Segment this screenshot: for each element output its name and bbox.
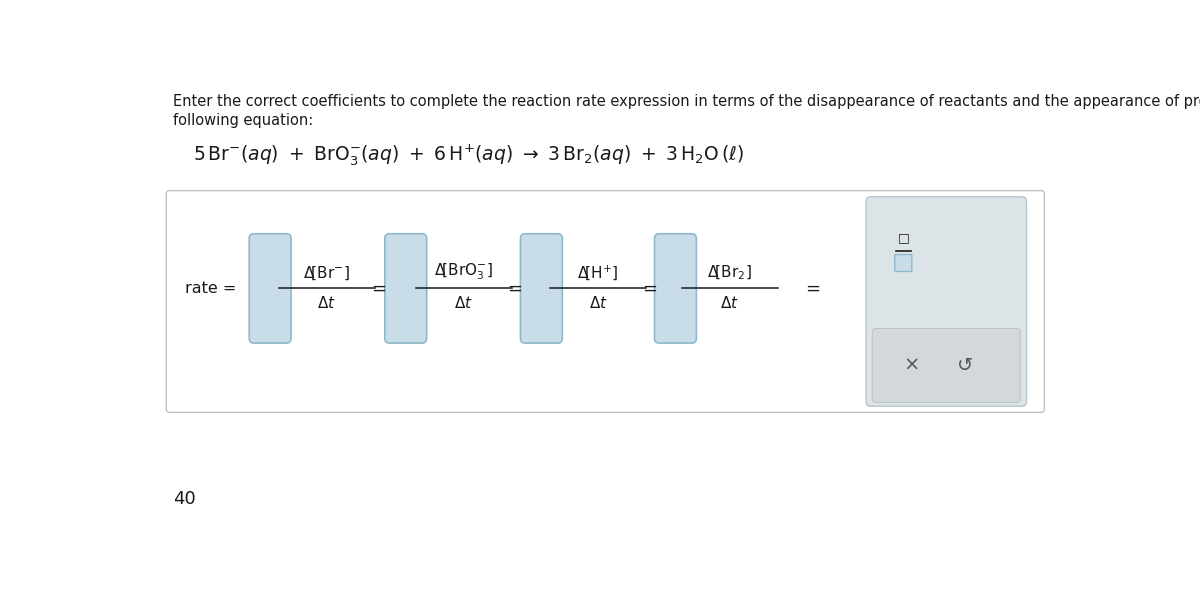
Text: $\Delta\!\left[\mathrm{Br}^{-}\right]$: $\Delta\!\left[\mathrm{Br}^{-}\right]$ [304, 265, 350, 282]
Text: □: □ [898, 231, 910, 244]
Text: =: = [506, 279, 522, 298]
Text: $\Delta t$: $\Delta t$ [720, 295, 739, 311]
Text: $5\,\mathrm{Br}^{-}(aq)\ +\ \mathrm{BrO_3^{-}}(aq)\ +\ 6\,\mathrm{H}^{+}(aq)\ \r: $5\,\mathrm{Br}^{-}(aq)\ +\ \mathrm{BrO_… [193, 143, 744, 168]
Text: =: = [642, 279, 658, 298]
Text: Enter the correct coefficients to complete the reaction rate expression in terms: Enter the correct coefficients to comple… [173, 94, 1200, 109]
Text: 40: 40 [173, 491, 196, 508]
FancyBboxPatch shape [866, 197, 1026, 406]
Text: =: = [371, 279, 386, 298]
Text: rate =: rate = [185, 281, 236, 296]
Text: $\Delta t$: $\Delta t$ [317, 295, 336, 311]
FancyBboxPatch shape [872, 328, 1020, 402]
FancyBboxPatch shape [895, 255, 912, 271]
Text: $\Delta t$: $\Delta t$ [588, 295, 607, 311]
Text: =: = [805, 279, 820, 298]
FancyBboxPatch shape [167, 191, 1044, 412]
FancyBboxPatch shape [521, 234, 563, 343]
FancyBboxPatch shape [385, 234, 427, 343]
Text: $\Delta t$: $\Delta t$ [455, 295, 473, 311]
Text: $\Delta\!\left[\mathrm{H}^{+}\right]$: $\Delta\!\left[\mathrm{H}^{+}\right]$ [577, 264, 619, 282]
Text: ×: × [902, 356, 919, 375]
FancyBboxPatch shape [654, 234, 696, 343]
Text: following equation:: following equation: [173, 113, 313, 128]
Text: ↺: ↺ [958, 356, 973, 375]
FancyBboxPatch shape [250, 234, 292, 343]
Text: $\Delta\!\left[\mathrm{BrO_3^{-}}\right]$: $\Delta\!\left[\mathrm{BrO_3^{-}}\right]… [434, 262, 493, 282]
Text: $\Delta\!\left[\mathrm{Br_2}\right]$: $\Delta\!\left[\mathrm{Br_2}\right]$ [707, 264, 752, 282]
